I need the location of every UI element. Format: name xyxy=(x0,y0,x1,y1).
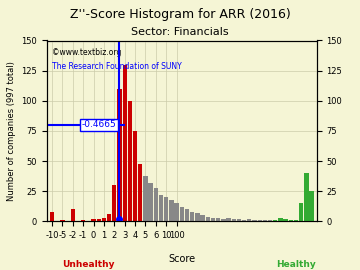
Bar xyxy=(268,220,272,221)
Bar xyxy=(154,188,158,221)
Bar xyxy=(175,203,179,221)
Bar xyxy=(60,220,64,221)
Bar xyxy=(112,185,117,221)
Text: Healthy: Healthy xyxy=(276,260,316,269)
Bar xyxy=(231,219,236,221)
Bar xyxy=(71,209,75,221)
Bar xyxy=(96,219,101,221)
Bar xyxy=(299,203,303,221)
Bar xyxy=(273,220,278,221)
Text: The Research Foundation of SUNY: The Research Foundation of SUNY xyxy=(52,62,182,71)
Bar xyxy=(102,218,106,221)
Bar xyxy=(201,215,205,221)
Bar xyxy=(242,220,246,221)
Bar xyxy=(294,220,298,221)
Bar xyxy=(252,220,257,221)
Bar xyxy=(190,212,194,221)
Bar xyxy=(216,218,220,221)
Bar xyxy=(148,183,153,221)
Bar xyxy=(206,217,210,221)
Bar xyxy=(185,209,189,221)
Bar xyxy=(138,164,143,221)
Text: -0.4665: -0.4665 xyxy=(82,120,116,129)
Bar xyxy=(289,220,293,221)
Y-axis label: Number of companies (997 total): Number of companies (997 total) xyxy=(7,61,16,201)
Bar xyxy=(81,220,85,221)
Text: Unhealthy: Unhealthy xyxy=(62,260,114,269)
Text: Sector: Financials: Sector: Financials xyxy=(131,27,229,37)
Bar xyxy=(304,173,309,221)
Bar xyxy=(91,219,96,221)
Bar xyxy=(164,197,168,221)
Bar xyxy=(107,214,111,221)
Bar xyxy=(159,195,163,221)
Bar xyxy=(263,220,267,221)
Bar xyxy=(143,176,148,221)
Bar xyxy=(195,213,199,221)
Bar xyxy=(50,212,54,221)
Bar xyxy=(117,89,122,221)
Bar xyxy=(226,218,231,221)
Bar xyxy=(122,65,127,221)
Bar xyxy=(128,101,132,221)
Text: ©www.textbiz.org: ©www.textbiz.org xyxy=(52,48,122,57)
Bar xyxy=(221,219,225,221)
Bar xyxy=(180,207,184,221)
X-axis label: Score: Score xyxy=(168,254,195,264)
Bar xyxy=(169,200,174,221)
Bar xyxy=(247,219,252,221)
Bar xyxy=(211,218,215,221)
Bar xyxy=(237,219,241,221)
Text: Z''-Score Histogram for ARR (2016): Z''-Score Histogram for ARR (2016) xyxy=(69,8,291,21)
Bar xyxy=(310,191,314,221)
Bar xyxy=(133,131,137,221)
Bar xyxy=(257,220,262,221)
Bar xyxy=(278,218,283,221)
Bar xyxy=(283,219,288,221)
